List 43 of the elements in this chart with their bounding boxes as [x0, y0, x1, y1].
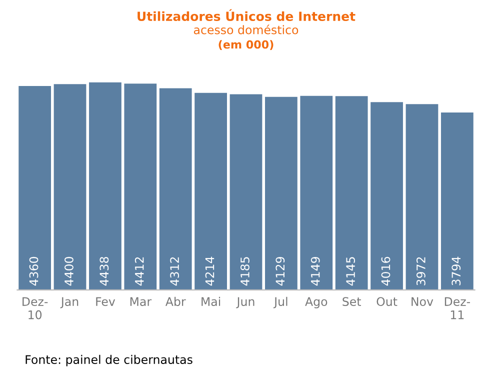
- x-tick-label: Dez- 10: [22, 297, 48, 320]
- x-tick-label: Mai: [202, 296, 220, 306]
- data-label: 4312: [170, 257, 180, 286]
- bar: [300, 96, 333, 290]
- data-label: 4360: [29, 256, 38, 286]
- data-label: 4149: [310, 256, 320, 286]
- bar: [230, 94, 262, 290]
- bar: [124, 84, 157, 290]
- bar: [159, 88, 192, 290]
- data-label: 3972: [416, 257, 426, 286]
- bar: [89, 82, 122, 290]
- x-tick-label: Nov: [412, 297, 434, 306]
- text: (em 000): [218, 40, 274, 50]
- x-tick-label: Dez- 11: [444, 297, 470, 320]
- data-label: 4129: [276, 256, 285, 286]
- data-label: 4214: [205, 256, 214, 286]
- x-tick-label: Out: [376, 297, 398, 306]
- x-tick-label: Ago: [305, 297, 328, 308]
- chart-subtitle: acesso doméstico: [194, 24, 298, 34]
- data-label: 4412: [134, 257, 144, 286]
- data-label: 4016: [381, 256, 390, 286]
- data-label: 4145: [346, 257, 356, 286]
- bar: [406, 104, 438, 290]
- source-note: Fonte: painel de cibernautas: [26, 354, 192, 366]
- x-tick-label: Jun: [236, 297, 254, 308]
- bar: [18, 86, 52, 290]
- data-label: 4185: [240, 257, 250, 286]
- bar: [194, 92, 227, 290]
- data-label: 4400: [64, 256, 74, 286]
- bar: [54, 84, 86, 290]
- bar: [265, 96, 298, 290]
- x-tick-label: Set: [342, 297, 361, 306]
- x-tick-label: Fev: [96, 297, 116, 306]
- x-tick-label: Jul: [273, 296, 288, 308]
- bar: [335, 96, 368, 290]
- bar: [440, 112, 474, 290]
- x-tick-label: Abr: [165, 296, 186, 306]
- chart-title: Utilizadores Únicos de Internet: [138, 9, 356, 22]
- data-label: 3794: [452, 256, 461, 286]
- x-tick-label: Jan: [60, 297, 78, 308]
- data-label: 4438: [100, 256, 109, 286]
- bar: [370, 102, 403, 290]
- x-tick-label: Mar: [130, 297, 152, 306]
